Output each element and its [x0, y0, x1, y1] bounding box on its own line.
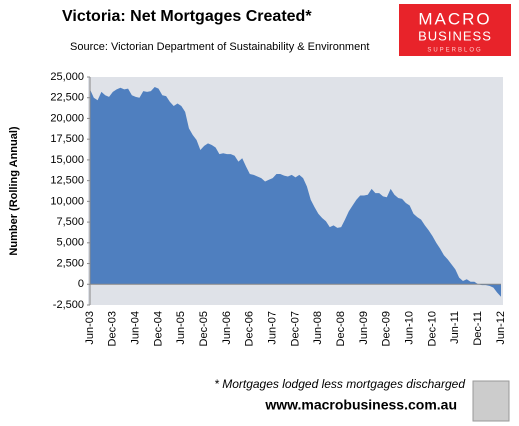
y-tick-label: 15,000 [50, 154, 84, 166]
x-tick-label: Jun-05 [175, 311, 187, 345]
x-tick-label: Jun-03 [84, 311, 96, 345]
x-tick-label: Dec-08 [335, 311, 347, 346]
website: www.macrobusiness.com.au [264, 397, 457, 413]
y-tick-label: 17,500 [50, 133, 84, 145]
x-tick-label: Dec-07 [289, 311, 301, 346]
x-tick-label: Dec-03 [107, 311, 119, 346]
y-axis-label: Number (Rolling Annual) [8, 126, 20, 255]
x-tick-label: Jun-04 [130, 311, 142, 345]
x-tick-label: Dec-06 [244, 311, 256, 346]
x-tick-label: Jun-06 [221, 311, 233, 345]
y-tick-label: 12,500 [50, 175, 84, 187]
x-tick-label: Jun-12 [495, 311, 507, 345]
logo-box [399, 4, 511, 56]
x-tick-label: Jun-10 [404, 311, 416, 345]
x-tick-label: Jun-09 [358, 311, 370, 345]
x-tick-label: Dec-04 [152, 311, 164, 346]
y-tick-label: -2,500 [53, 299, 84, 311]
logo-text: BUSINESS [418, 28, 492, 43]
logo-text: SUPERBLOG [427, 48, 482, 54]
x-tick-label: Dec-09 [381, 311, 393, 346]
y-tick-label: 25,000 [50, 71, 84, 83]
chart-title: Victoria: Net Mortgages Created* [62, 8, 312, 25]
y-tick-label: 10,000 [50, 195, 84, 207]
logo-text: MACRO [418, 9, 491, 28]
x-tick-label: Jun-07 [267, 311, 279, 345]
x-tick-label: Jun-11 [449, 311, 461, 344]
x-tick-label: Dec-11 [472, 311, 484, 346]
area [90, 86, 501, 297]
chart-subtitle: Source: Victorian Department of Sustaina… [70, 41, 369, 53]
y-tick-label: 22,500 [50, 92, 84, 104]
logo-icon [472, 380, 510, 422]
y-tick-label: 5,000 [56, 237, 84, 249]
y-tick-label: 20,000 [50, 112, 84, 124]
y-tick-label: 7,500 [56, 216, 84, 228]
y-tick-label: 2,500 [56, 257, 84, 269]
footnote: * Mortgages lodged less mortgages discha… [214, 377, 465, 391]
x-tick-label: Jun-08 [312, 311, 324, 345]
y-tick-label: 0 [78, 278, 84, 290]
x-tick-label: Dec-05 [198, 311, 210, 346]
x-tick-label: Dec-10 [426, 311, 438, 346]
